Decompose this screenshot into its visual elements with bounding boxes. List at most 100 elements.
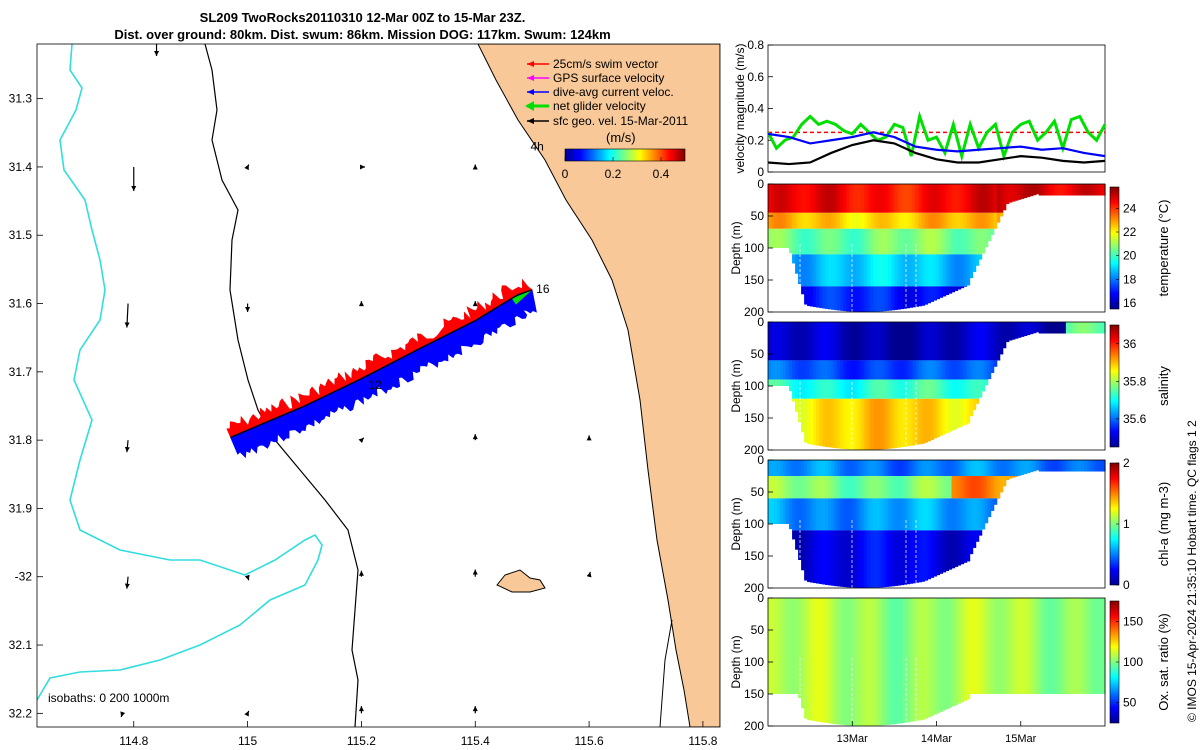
section-cell [891,322,895,361]
section-cell [930,322,935,361]
section-cell [897,286,901,310]
section-cell [771,360,775,380]
section-cell [915,254,920,287]
section-cell [1014,598,1019,694]
section-cell [771,322,775,361]
section-cell [822,286,826,309]
section-cell [1035,184,1040,195]
section-cell [783,228,787,248]
section-cell [840,184,844,213]
section-cell [1080,598,1085,694]
section-cell [795,460,799,476]
section-cell [933,530,938,577]
section-cell [819,184,823,213]
section-cell [849,322,853,361]
section-cell [801,498,805,531]
section-cell [894,286,898,310]
section-cell [963,498,968,531]
section-cell [993,184,998,213]
section-cell [828,322,832,361]
section-cell [867,254,871,287]
section-cell [888,530,892,587]
section-cell [831,322,835,361]
section-cell [927,598,932,718]
section-cell [900,322,905,361]
section-cell [846,530,850,588]
section-cell [876,286,880,312]
section-cell [1092,598,1097,694]
section-cell [927,460,932,476]
section-cell [966,322,971,361]
section-cell [1074,184,1079,196]
section-cell [768,460,772,476]
section-cell [879,360,883,380]
section-cell [900,212,905,229]
section-cell [870,184,874,213]
section-cell [867,498,871,531]
section-cell [1029,460,1034,473]
section-cell [882,476,886,499]
section-cell [939,398,944,436]
section-cell [981,476,986,499]
section-cell [825,379,829,399]
section-cell [891,398,895,449]
section-cell [807,184,811,213]
section-cell [939,254,944,287]
section-cell [1053,460,1058,472]
section-cell [804,184,808,213]
current-arrow [244,574,250,581]
section-cell [930,212,935,229]
section-panel-oxygen: 0 50 100 150 200 Depth (m) 50 100 150 Ox. sat. ra… [729,591,1171,733]
section-cell [1092,322,1097,334]
section-cell [777,184,781,213]
section-cell [831,398,835,448]
section-cell [789,379,793,392]
section-cell [837,379,841,399]
map-colorbar [564,148,686,162]
current-arrow [154,44,160,56]
section-cell [897,360,901,380]
section-cell [981,360,986,380]
section-cell [855,398,859,450]
section-cell [873,228,877,255]
section-cell [768,360,772,380]
section-ytick-label: 200 [744,581,764,595]
section-cell [963,322,968,361]
section-cell [846,460,850,476]
section-cell [999,598,1004,694]
section-cell [945,598,950,710]
section-cell [810,398,814,445]
section-cell [822,598,826,723]
section-cell [1029,322,1034,335]
section-cell [891,498,895,531]
section-cell [921,460,926,476]
section-cell [969,598,974,694]
section-cell [912,360,917,380]
section-cell [819,598,823,723]
section-cell [828,498,832,531]
section-cell [945,228,950,255]
section-cell [837,228,841,255]
section-cell [852,184,856,213]
section-cell [1038,460,1043,472]
map-ytick-label: 31.4 [9,160,33,174]
section-cell [834,598,838,725]
section-cell [813,254,817,287]
section-cell [783,360,787,380]
section-cell [885,286,889,311]
section-cell [867,360,871,380]
section-cell [996,322,1001,361]
section-cell [1083,598,1088,694]
section-cell [1041,184,1046,196]
section-ytick-label: 100 [744,655,764,669]
section-cell [843,212,847,229]
section-cell [777,498,781,524]
section-cell [1095,322,1100,334]
section-cell [921,286,926,306]
section-cell [993,322,998,361]
section-cell [918,212,923,229]
section-cell [1029,184,1034,197]
section-cell [1056,322,1061,334]
section-cell [948,476,953,499]
section-cell [1011,460,1016,476]
